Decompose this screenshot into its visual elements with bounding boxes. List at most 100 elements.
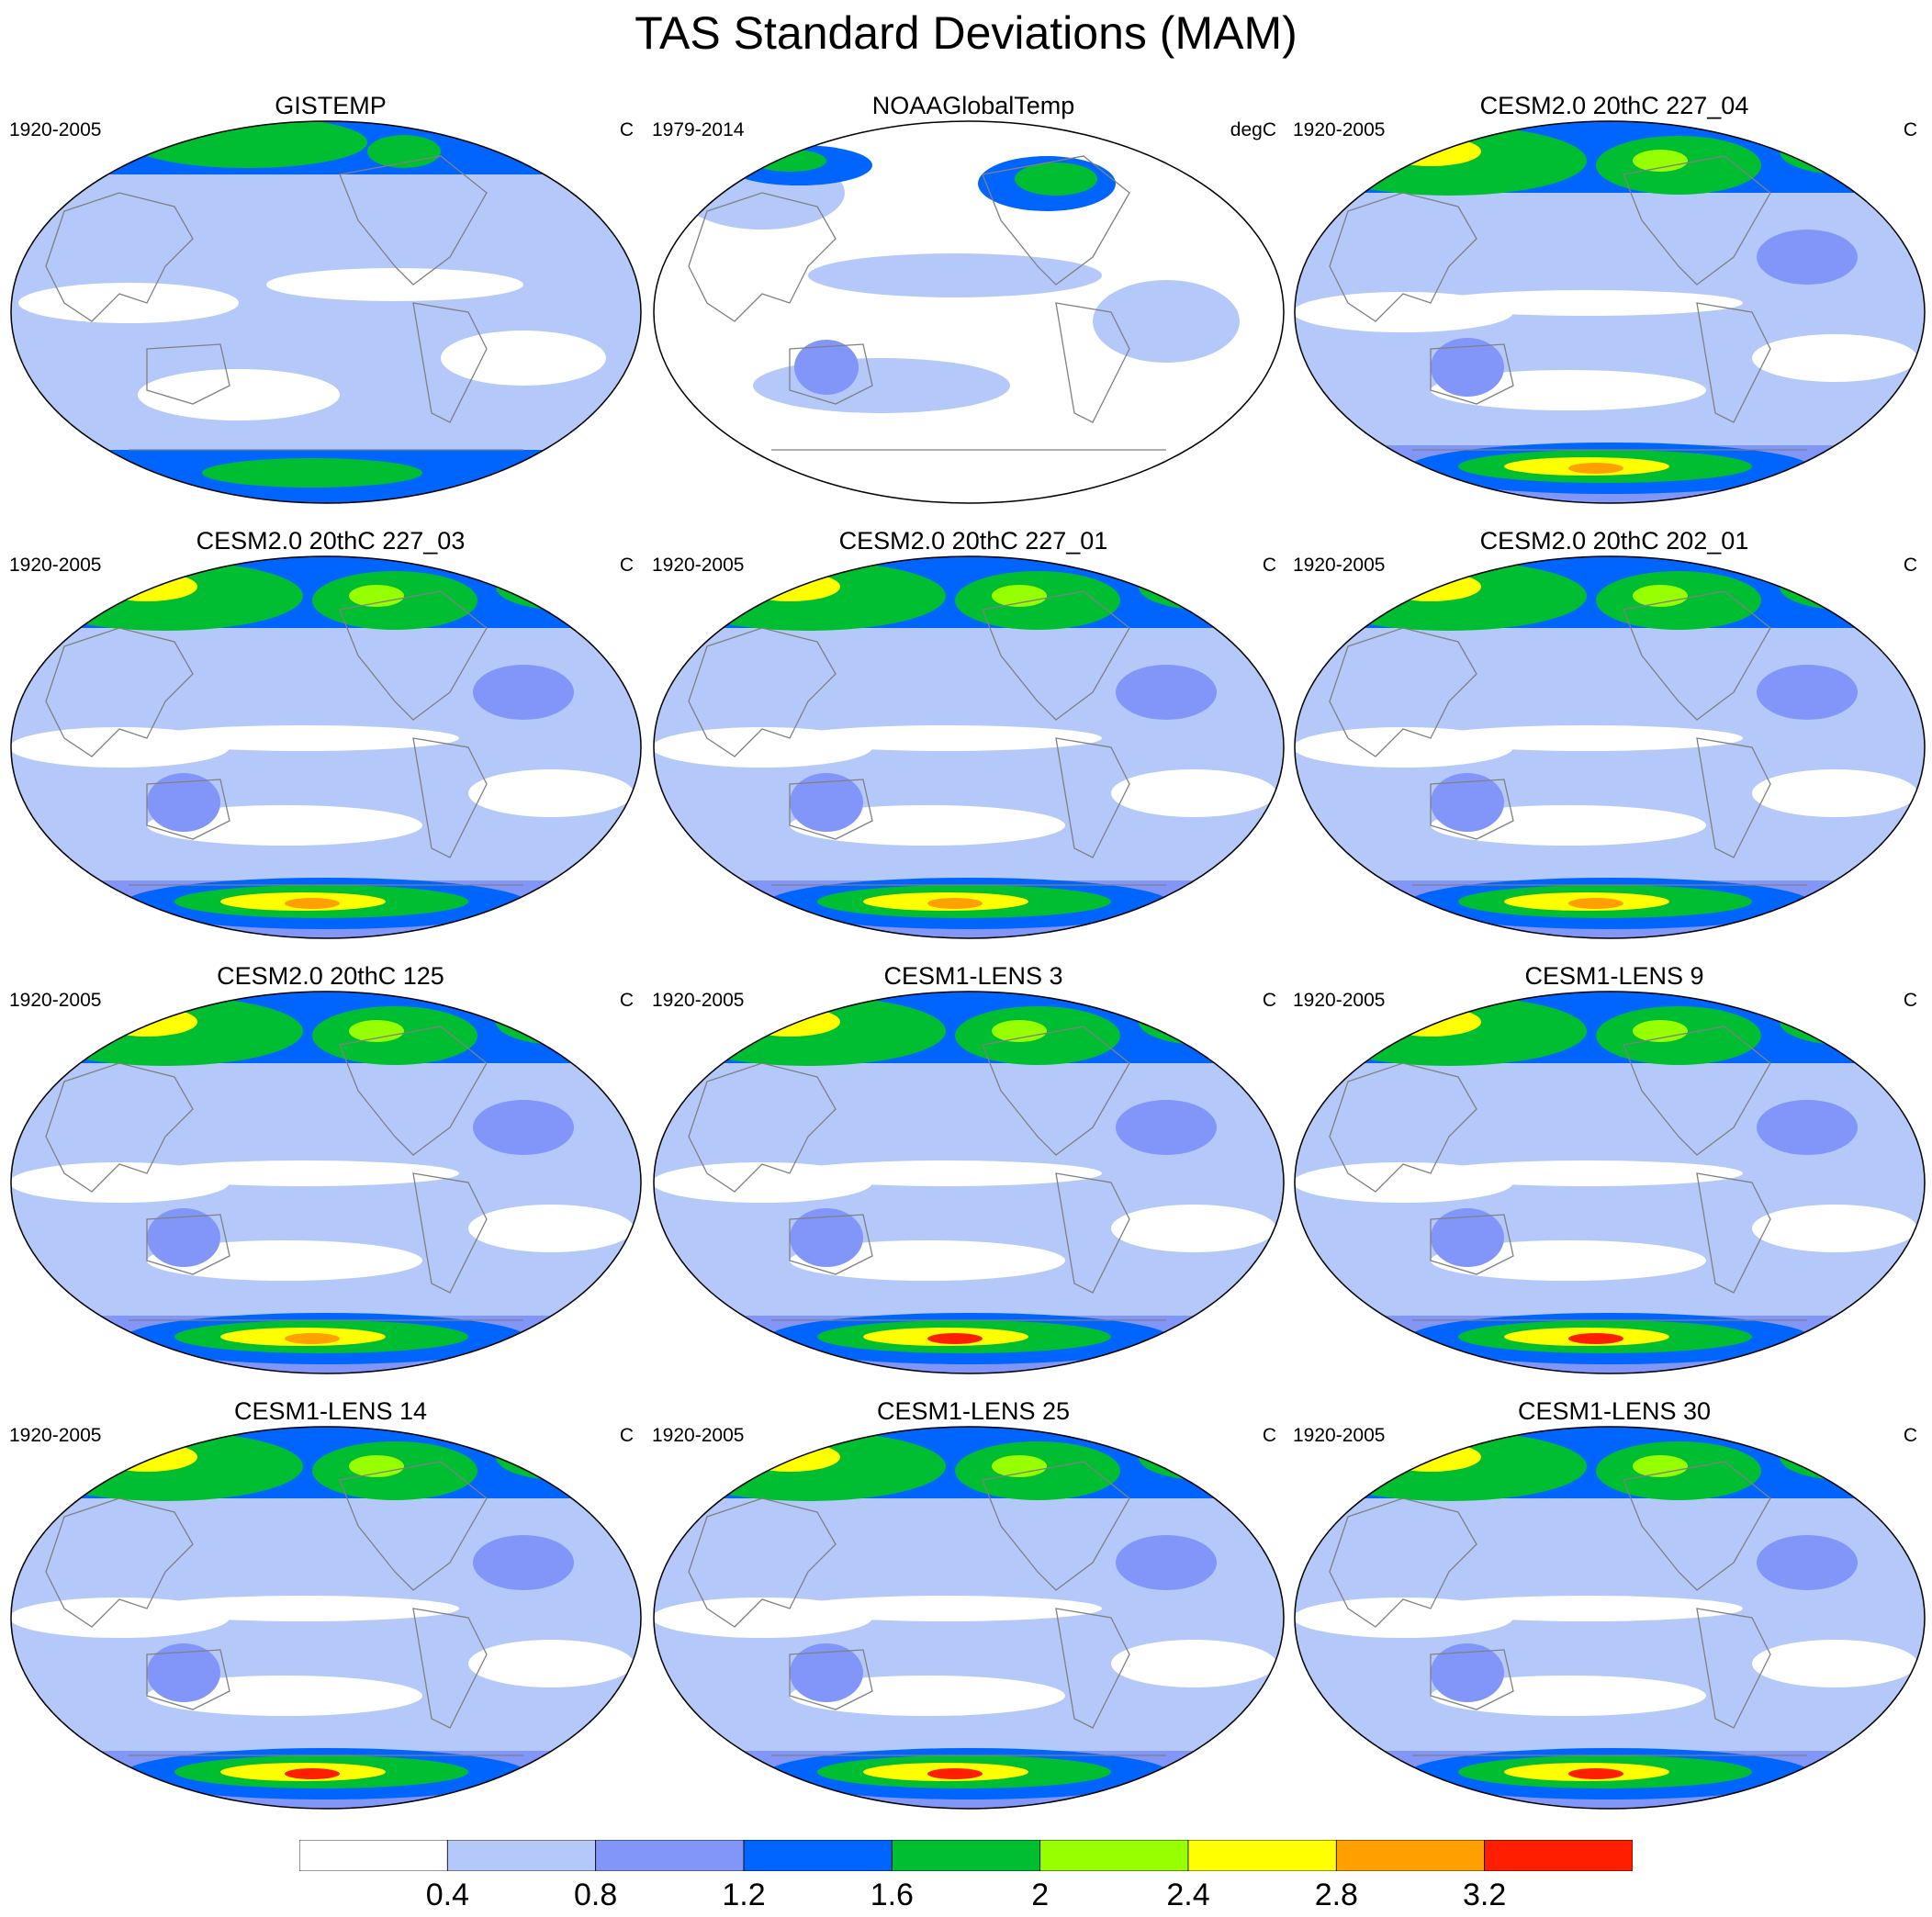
map-outline [653,120,1285,504]
coastline-path [1623,1461,1771,1591]
sd-field-australia [794,340,859,395]
map-panel: CESM2.0 20thC 202_01 1920-2005 C [1293,527,1932,958]
sd-field-atlantic-blue [1757,230,1858,285]
colorbar-label: 0.8 [574,1878,618,1912]
map-panel: CESM1-LENS 14 1920-2005 C [9,1397,652,1829]
sd-field-atlantic-green [1139,999,1267,1045]
sd-field-antarctic-peak [927,898,983,909]
sd-field-eurasia-red [1387,1442,1410,1453]
coastline-path [1430,343,1514,405]
sd-field-antarctic-peak [927,1768,983,1779]
sd-field-atlantic-blue [1757,1535,1858,1590]
panel-period: 1920-2005 [1293,119,1386,140]
map-outline [10,1426,642,1810]
coastline-path [1329,627,1477,757]
panel-units: C [1262,1425,1276,1446]
coastline-path [1055,302,1130,423]
coastline-path [1696,1172,1771,1294]
sd-field-eurasia-yellow [1380,572,1481,601]
coastline-path [45,1062,194,1193]
sd-field-eurasia-yellow [739,572,840,601]
colorbar-segment [1187,1840,1337,1871]
coastline-path [982,590,1130,721]
sd-field-antarctic-peak [285,1333,340,1344]
map-panel: NOAAGlobalTemp 1979-2014 degC [652,92,1295,523]
sd-field-atlantic-white [1111,1205,1276,1252]
robinson-map [1294,991,1926,1374]
sd-field-australia [1431,338,1504,397]
panel-period: 1920-2005 [9,555,102,576]
sd-field-atlantic-white [1111,769,1276,817]
sd-field-atlantic-white [1111,1640,1276,1687]
coastline-path [339,590,488,721]
coastline-path [45,1497,194,1628]
map-outline [10,555,642,939]
coastline-path [412,737,488,858]
panel-title: CESM2.0 20thC 202_01 [1479,527,1749,555]
sd-field-antarctic-peak [1568,1768,1623,1779]
coastline-path [412,1608,488,1729]
sd-field-australia [1431,773,1504,832]
sd-field-atlantic-blue [473,665,574,720]
sd-field-eurasia-yellow [739,1007,840,1037]
map-outline [1294,1426,1926,1810]
map-panel: CESM1-LENS 30 1920-2005 C [1293,1397,1932,1829]
sd-field-eurasia-yellow [1380,1442,1481,1472]
sd-field-australia [147,1208,220,1267]
panel-units: C [1903,119,1917,140]
sd-field-atlantic-blue [473,1100,574,1155]
sd-field-antarctic-green [202,458,422,488]
panel-units: C [619,1425,634,1446]
colorbar-label: 2 [1031,1878,1050,1912]
robinson-map [10,991,642,1374]
panel-period: 1979-2014 [652,119,745,140]
coastline-path [1430,1214,1514,1275]
sd-field-america-lime [1633,150,1688,172]
coastline-path [1430,779,1514,840]
colorbar-label: 2.8 [1314,1878,1358,1912]
panel-title: CESM2.0 20thC 227_03 [196,527,466,555]
sd-field-australia [790,773,863,832]
coastline-path [1696,1608,1771,1729]
sd-field-antarctic-peak [927,1333,983,1344]
sd-field-australia [790,1643,863,1702]
coastline-path [688,192,837,322]
sd-field-atlantic-white [468,769,634,817]
panel-period: 1920-2005 [9,119,102,140]
panel-units: C [619,990,634,1011]
coastline-path [412,1172,488,1294]
sd-field-south-blob [753,358,1010,413]
map-panel: CESM2.0 20thC 227_04 1920-2005 C [1293,92,1932,523]
panel-units: C [1903,555,1917,576]
colorbar-segment [891,1840,1041,1871]
sd-field-atlantic-green [496,1434,624,1480]
sd-field-pacific-white [1431,1160,1743,1186]
sd-field-atlantic-white [1752,769,1917,817]
panel-title: CESM1-LENS 25 [876,1397,1071,1425]
robinson-map [10,120,642,504]
coastline-path [412,302,488,423]
sd-field-atlantic-green [1139,1434,1267,1480]
coastline-path [1623,155,1771,286]
colorbar-segment [1335,1840,1486,1871]
sd-field-atlantic-blue [1757,665,1858,720]
robinson-map [653,991,1285,1374]
sd-field-atlantic-white [1752,1205,1917,1252]
sd-field-atlantic-white [468,1205,634,1252]
sd-field-eurasia-orange [1387,1443,1438,1462]
map-panel: CESM1-LENS 3 1920-2005 C [652,962,1295,1394]
sd-field-eurasia-red [747,1442,769,1453]
sd-field-atlantic-white [1752,1640,1917,1687]
sd-field-eurasia-orange [103,1443,154,1462]
coastline-path [688,1497,837,1628]
robinson-map [653,1426,1285,1810]
sd-field-tropical-white [18,283,239,323]
sd-field-atlantic-blue [1116,1100,1217,1155]
sd-field-america-lime [1633,1020,1688,1042]
sd-field-eurasia-red [747,1007,769,1018]
colorbar-label: 3.2 [1463,1878,1507,1912]
map-outline [653,555,1285,939]
map-outline [653,1426,1285,1810]
coastline-path [1696,302,1771,423]
panel-period: 1920-2005 [1293,990,1386,1011]
